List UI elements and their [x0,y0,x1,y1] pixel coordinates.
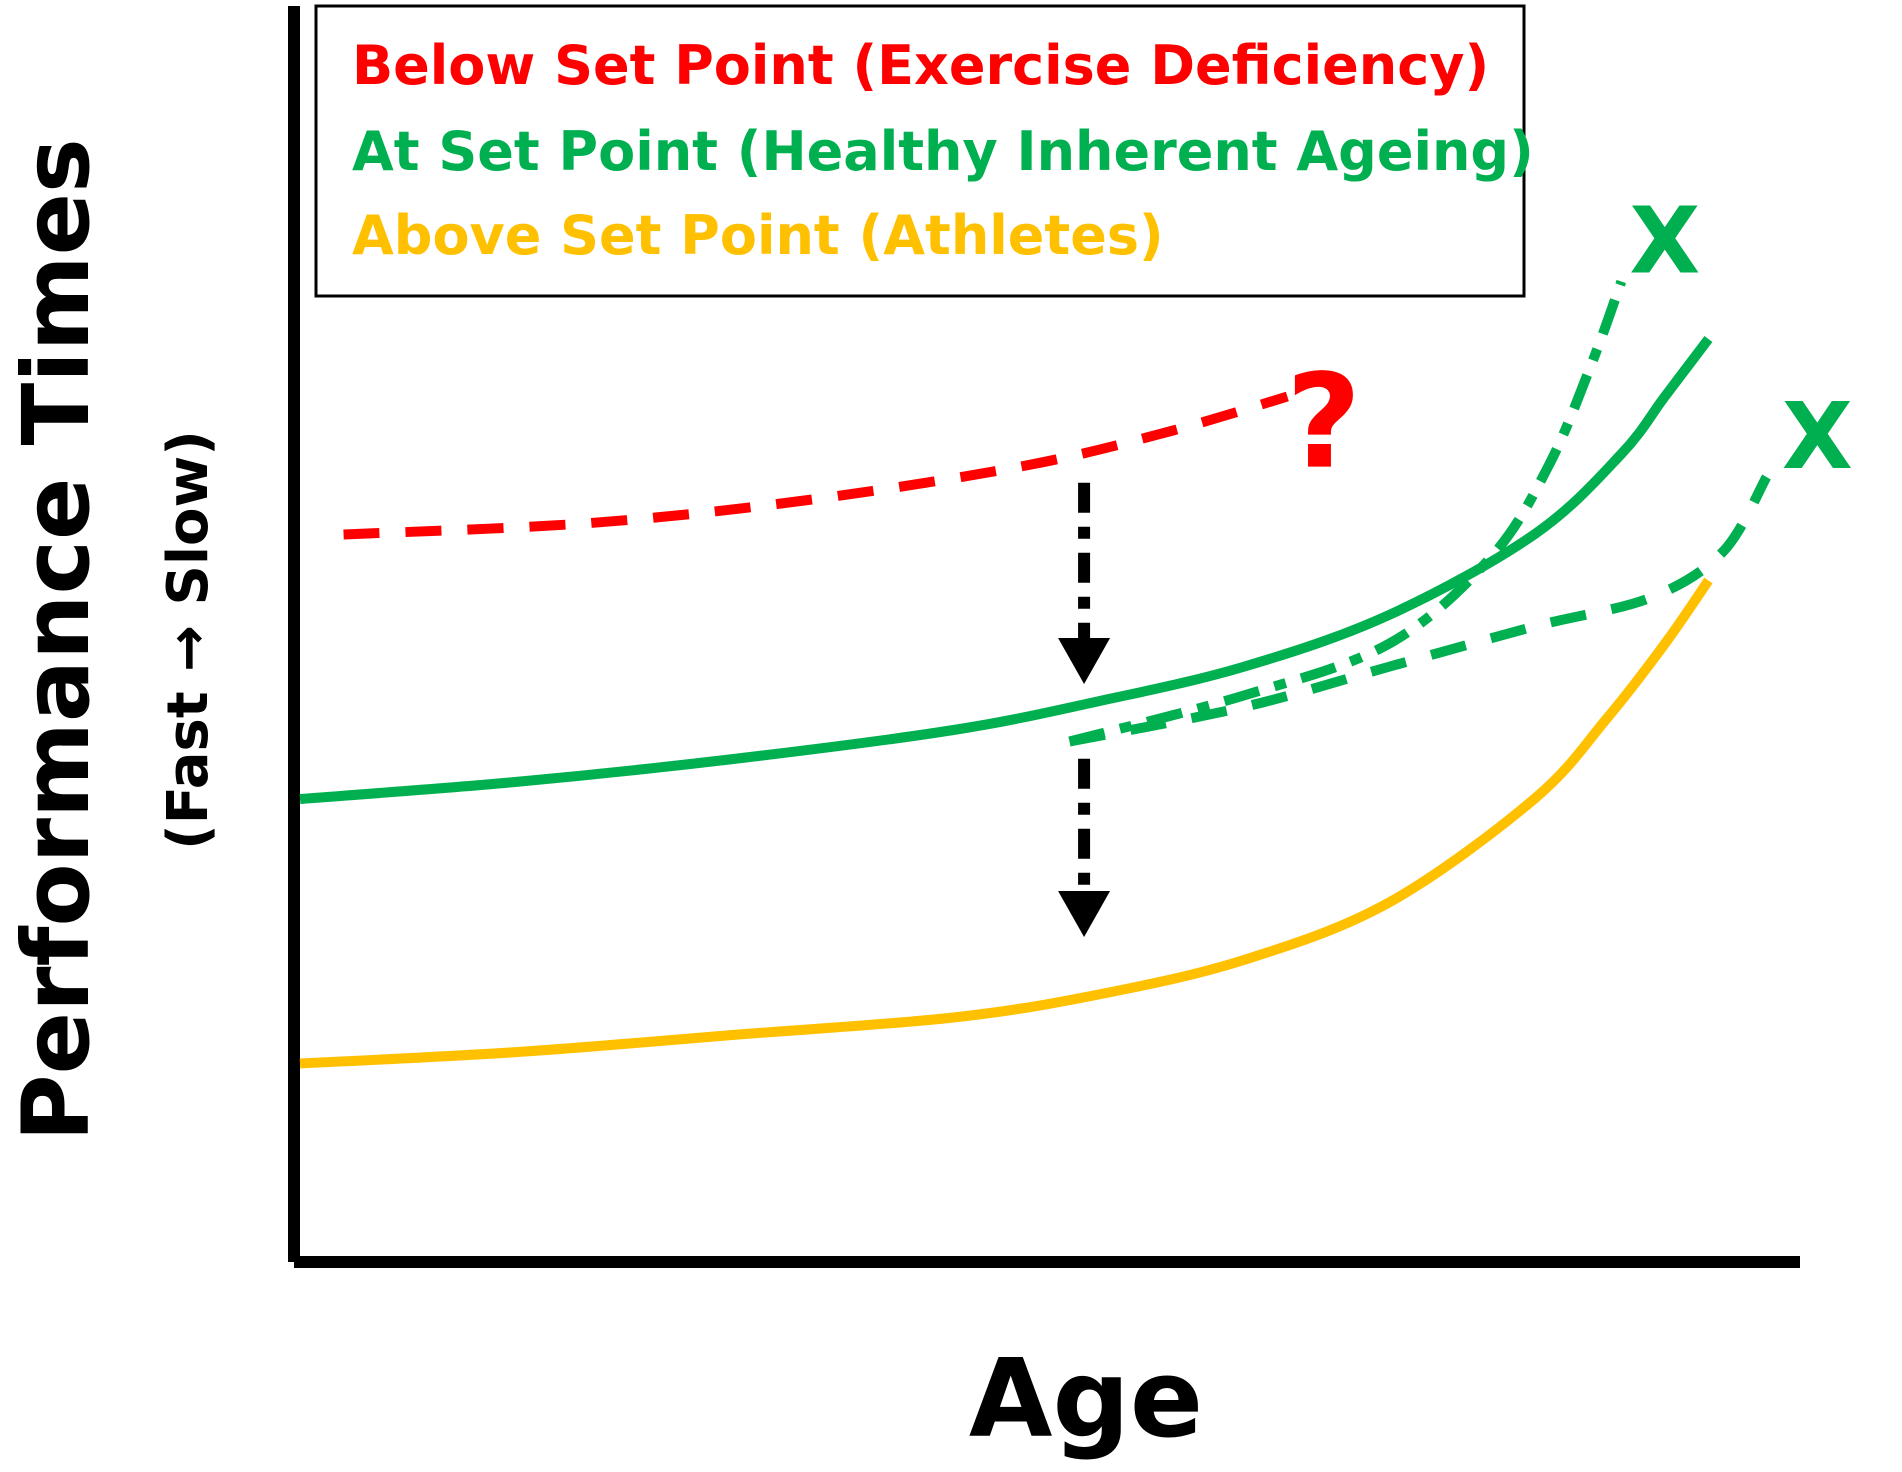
y-axis-sublabel: (Fast → Slow) [156,430,221,850]
axes [288,6,1800,1268]
arrow-head-1 [1058,891,1111,937]
series-line-2 [1068,279,1627,747]
annotation-0: ? [1286,346,1361,498]
x-axis-label: Age [969,1337,1203,1462]
annotation-layer: ? XX [1286,187,1853,497]
legend-box [314,4,1526,298]
series-layer [299,279,1771,1069]
arrow-head-0 [1058,638,1111,684]
series-line-3 [1068,474,1771,747]
arrow-layer [1058,482,1111,937]
annotation-2: X [1782,383,1853,490]
annotation-1: X [1629,187,1700,294]
y-axis-label: Performance Times [3,138,110,1142]
legend-label-2: Above Set Point (Athletes) [352,204,1164,267]
legend-label-1: At Set Point (Healthy Inherent Ageing) [352,120,1534,183]
series-line-1 [299,335,1713,804]
series-line-0 [343,391,1289,540]
legend-label-0: Below Set Point (Exercise Deficiency) [352,34,1489,97]
series-line-4 [299,577,1713,1069]
legend: Below Set Point (Exercise Deficiency) At… [314,4,1534,298]
